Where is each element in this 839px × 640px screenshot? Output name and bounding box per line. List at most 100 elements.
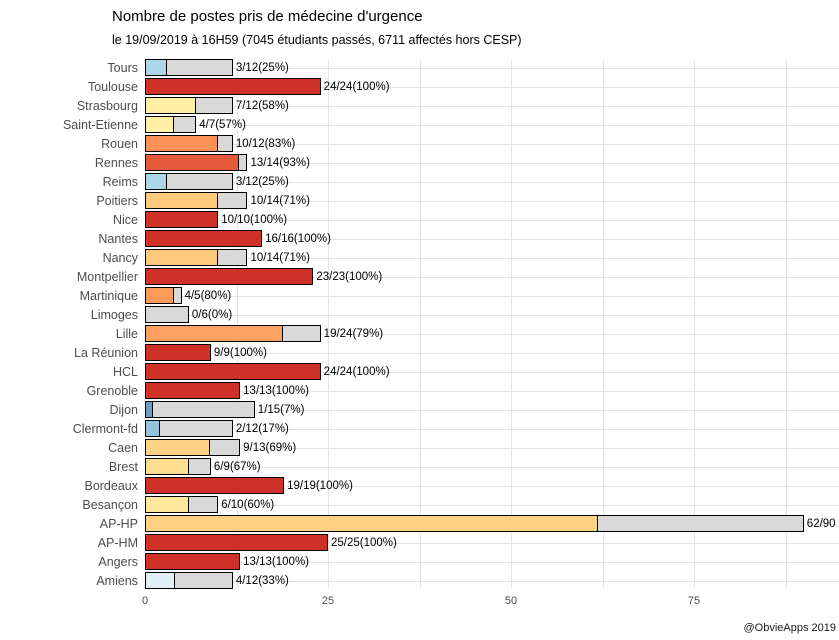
bar-area: 1/15(7%) bbox=[145, 400, 839, 419]
bar-total-segment bbox=[145, 572, 233, 589]
bar-annotation: 23/23(100%) bbox=[316, 270, 383, 283]
chart-rows: Tours 3/12(25%) Toulouse 24/24(100%) Strasbo… bbox=[0, 58, 839, 590]
bar-area: 16/16(100%) bbox=[145, 229, 839, 248]
bar-annotation: 6/9(67%) bbox=[213, 460, 261, 473]
bar-annotation: 1/15(7%) bbox=[257, 403, 305, 416]
chart-row: AP-HP 62/90 bbox=[0, 514, 839, 533]
y-axis-label: Strasbourg bbox=[76, 98, 138, 113]
bar-area: 9/9(100%) bbox=[145, 343, 839, 362]
chart-row: HCL 24/24(100%) bbox=[0, 362, 839, 381]
bar-annotation: 4/12(33%) bbox=[235, 574, 289, 587]
attribution-text: @ObvieApps 2019 bbox=[743, 622, 836, 634]
bar-value-segment bbox=[146, 478, 284, 493]
y-axis-label: Rennes bbox=[94, 155, 138, 170]
y-axis-label: Grenoble bbox=[86, 383, 138, 398]
chart-row: Limoges 0/6(0%) bbox=[0, 305, 839, 324]
bar-total-segment bbox=[145, 211, 219, 228]
bar-annotation: 13/14(93%) bbox=[250, 156, 310, 169]
bar-value-segment bbox=[146, 117, 175, 132]
gridline bbox=[602, 60, 604, 588]
chart-footer: @ObvieApps 2019 bbox=[743, 618, 836, 636]
bar-total-segment bbox=[145, 230, 263, 247]
gridline bbox=[511, 60, 512, 588]
bar-annotation: 6/10(60%) bbox=[221, 498, 275, 511]
y-axis-label: Clermont-fd bbox=[72, 421, 138, 436]
bar-annotation: 10/10(100%) bbox=[221, 213, 288, 226]
y-axis-label: AP-HM bbox=[97, 535, 138, 550]
bar-total-segment bbox=[145, 515, 804, 532]
bar-area: 24/24(100%) bbox=[145, 77, 839, 96]
bar-annotation: 9/13(69%) bbox=[243, 441, 297, 454]
bar-area: 13/14(93%) bbox=[145, 153, 839, 172]
y-axis-label: Besançon bbox=[82, 497, 138, 512]
bar-value-segment bbox=[146, 174, 168, 189]
chart-row: Strasbourg 7/12(58%) bbox=[0, 96, 839, 115]
bar-total-segment bbox=[145, 439, 241, 456]
y-axis-label: Caen bbox=[108, 440, 138, 455]
gridline bbox=[785, 60, 787, 588]
bar-total-segment bbox=[145, 382, 241, 399]
bar-annotation: 19/24(79%) bbox=[323, 327, 384, 340]
bar-area: 0/6(0%) bbox=[145, 305, 839, 324]
bar-value-segment bbox=[146, 79, 320, 94]
y-axis-label: Montpellier bbox=[76, 269, 138, 284]
chart-row: Lille 19/24(79%) bbox=[0, 324, 839, 343]
bar-value-segment bbox=[146, 288, 174, 303]
chart-header: Nombre de postes pris de médecine d'urge… bbox=[0, 0, 839, 48]
bar-annotation: 4/5(80%) bbox=[184, 289, 232, 302]
bar-total-segment bbox=[145, 363, 321, 380]
bar-area: 13/13(100%) bbox=[145, 381, 839, 400]
x-axis-tick-label: 75 bbox=[687, 595, 701, 607]
x-axis: 0 25 50 75 bbox=[0, 593, 839, 613]
chart-row: Grenoble 13/13(100%) bbox=[0, 381, 839, 400]
bar-area: 24/24(100%) bbox=[145, 362, 839, 381]
bar-annotation: 3/12(25%) bbox=[235, 61, 289, 74]
chart-row: Clermont-fd 2/12(17%) bbox=[0, 419, 839, 438]
bar-area: 6/9(67%) bbox=[145, 457, 839, 476]
bar-value-segment bbox=[146, 440, 211, 455]
bar-annotation: 62/90 bbox=[806, 517, 836, 530]
chart-title: Nombre de postes pris de médecine d'urge… bbox=[112, 8, 423, 25]
chart-row: Bordeaux 19/19(100%) bbox=[0, 476, 839, 495]
bar-total-segment bbox=[145, 401, 255, 418]
y-axis-label: Nancy bbox=[102, 250, 138, 265]
bar-annotation: 9/9(100%) bbox=[213, 346, 267, 359]
bar-area: 10/10(100%) bbox=[145, 210, 839, 229]
bar-area: 3/12(25%) bbox=[145, 58, 839, 77]
y-axis-label: Poitiers bbox=[96, 193, 138, 208]
chart-row: Angers 13/13(100%) bbox=[0, 552, 839, 571]
bar-annotation: 10/12(83%) bbox=[235, 137, 296, 150]
chart-row: Saint-Etienne 4/7(57%) bbox=[0, 115, 839, 134]
bar-area: 23/23(100%) bbox=[145, 267, 839, 286]
bar-annotation: 3/12(25%) bbox=[235, 175, 289, 188]
bar-value-segment bbox=[146, 364, 320, 379]
bar-total-segment bbox=[145, 173, 233, 190]
x-axis-tick-label: 0 bbox=[141, 595, 149, 607]
chart-row: Poitiers 10/14(71%) bbox=[0, 191, 839, 210]
bar-value-segment bbox=[146, 554, 240, 569]
bar-area: 7/12(58%) bbox=[145, 96, 839, 115]
y-axis-label: Limoges bbox=[90, 307, 138, 322]
chart-row: Amiens 4/12(33%) bbox=[0, 571, 839, 590]
bar-value-segment bbox=[146, 136, 218, 151]
bar-annotation: 16/16(100%) bbox=[265, 232, 331, 245]
y-axis-label: Reims bbox=[102, 174, 138, 189]
bar-value-segment bbox=[146, 326, 284, 341]
chart-row: Besançon 6/10(60%) bbox=[0, 495, 839, 514]
gridline bbox=[328, 60, 329, 588]
y-axis-label: Dijon bbox=[109, 402, 139, 417]
bar-area: 4/12(33%) bbox=[145, 571, 839, 590]
bar-annotation: 7/12(58%) bbox=[235, 99, 289, 112]
bar-total-segment bbox=[145, 135, 233, 152]
bar-total-segment bbox=[145, 534, 328, 551]
bar-total-segment bbox=[145, 78, 321, 95]
bar-annotation: 0/6(0%) bbox=[191, 308, 233, 321]
chart-row: Martinique 4/5(80%) bbox=[0, 286, 839, 305]
bar-annotation: 24/24(100%) bbox=[323, 80, 390, 93]
y-axis-label: Rouen bbox=[101, 136, 138, 151]
bar-value-segment bbox=[146, 155, 240, 170]
bar-area: 19/19(100%) bbox=[145, 476, 839, 495]
bar-area: 2/12(17%) bbox=[145, 419, 839, 438]
bar-value-segment bbox=[146, 269, 313, 284]
bar-value-segment bbox=[146, 193, 218, 208]
